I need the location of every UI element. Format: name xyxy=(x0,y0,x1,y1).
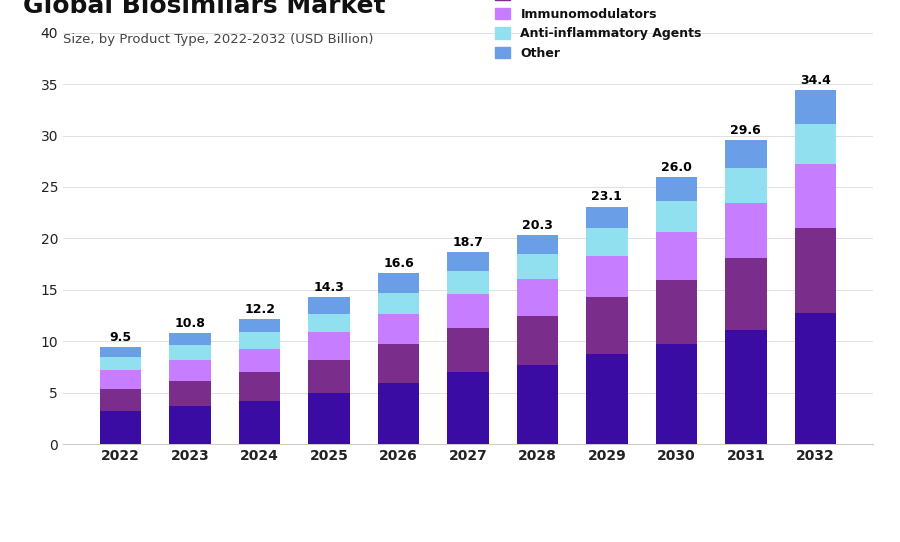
Text: 19%: 19% xyxy=(198,488,271,517)
Bar xyxy=(586,256,628,297)
Bar xyxy=(725,140,767,169)
Bar xyxy=(517,235,558,254)
Text: The forecasted market
size for 2032 in USD:: The forecasted market size for 2032 in U… xyxy=(342,485,512,516)
Bar xyxy=(655,202,698,233)
Text: 14.3: 14.3 xyxy=(313,281,345,294)
Bar xyxy=(378,314,419,344)
Bar xyxy=(586,354,628,444)
Bar xyxy=(447,372,489,444)
Bar xyxy=(586,207,628,228)
Bar xyxy=(308,360,350,393)
Text: 10.8: 10.8 xyxy=(175,317,205,330)
Bar xyxy=(238,319,281,332)
Bar xyxy=(100,347,141,357)
Bar xyxy=(238,401,281,444)
Bar xyxy=(308,314,350,332)
Bar xyxy=(100,411,141,444)
Bar xyxy=(447,252,489,272)
Bar xyxy=(655,233,698,280)
Bar xyxy=(795,313,836,444)
Bar xyxy=(378,274,419,293)
Legend: Monoclonal Antibodies, Recombinant Hormones, Immunomodulators, Anti-inflammatory: Monoclonal Antibodies, Recombinant Hormo… xyxy=(491,0,706,64)
Bar xyxy=(169,345,211,360)
Text: 23.1: 23.1 xyxy=(591,190,623,203)
Bar xyxy=(238,372,281,401)
Text: 20.3: 20.3 xyxy=(522,220,553,233)
Bar xyxy=(308,332,350,360)
Text: 12.2: 12.2 xyxy=(244,303,275,315)
Bar xyxy=(655,177,698,202)
Bar xyxy=(169,406,211,444)
Bar xyxy=(795,228,836,313)
Bar xyxy=(795,90,836,124)
Bar xyxy=(447,294,489,328)
Text: 34.4: 34.4 xyxy=(800,74,831,87)
Bar xyxy=(725,169,767,203)
Text: 9.5: 9.5 xyxy=(110,331,131,344)
Bar xyxy=(169,380,211,406)
Bar xyxy=(238,332,281,349)
Bar xyxy=(517,365,558,444)
Bar xyxy=(517,279,558,315)
Bar xyxy=(586,297,628,354)
Text: 26.0: 26.0 xyxy=(661,160,692,173)
Text: market.us: market.us xyxy=(756,486,859,504)
Bar xyxy=(169,333,211,345)
Bar xyxy=(238,349,281,372)
Bar xyxy=(725,330,767,444)
Bar xyxy=(655,344,698,444)
Bar xyxy=(378,293,419,314)
Bar xyxy=(308,297,350,314)
Text: 29.6: 29.6 xyxy=(731,124,761,137)
Text: ONE STOP SHOP FOR THE REPORTS: ONE STOP SHOP FOR THE REPORTS xyxy=(756,515,900,524)
Bar xyxy=(517,254,558,279)
Bar xyxy=(100,389,141,411)
Bar xyxy=(725,258,767,330)
Bar xyxy=(447,272,489,294)
Text: $34.4B: $34.4B xyxy=(540,488,660,517)
Text: Size, by Product Type, 2022-2032 (USD Billion): Size, by Product Type, 2022-2032 (USD Bi… xyxy=(63,33,374,46)
Text: The Market will Grow
At the CAGR of:: The Market will Grow At the CAGR of: xyxy=(27,485,186,516)
Bar xyxy=(725,203,767,258)
Bar xyxy=(378,344,419,383)
Bar xyxy=(447,328,489,372)
Bar xyxy=(517,315,558,365)
Bar xyxy=(378,383,419,444)
Bar xyxy=(795,124,836,164)
Bar xyxy=(100,370,141,389)
Bar xyxy=(586,228,628,256)
Bar xyxy=(795,164,836,228)
Text: 16.6: 16.6 xyxy=(383,257,414,270)
Bar xyxy=(169,360,211,380)
Bar xyxy=(308,393,350,444)
Text: Global Biosimilars Market: Global Biosimilars Market xyxy=(22,0,385,18)
Bar xyxy=(655,280,698,344)
Bar xyxy=(100,357,141,370)
Text: 18.7: 18.7 xyxy=(453,236,483,249)
